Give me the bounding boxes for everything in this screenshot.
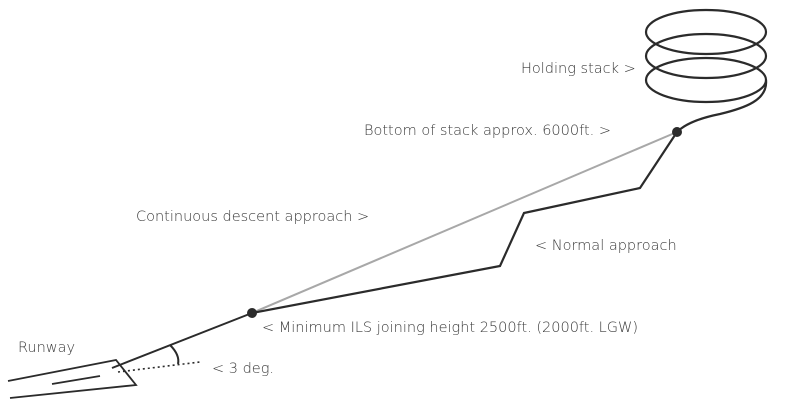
label: Runway <box>18 340 75 356</box>
holding-stack-coils <box>646 10 766 132</box>
angle-arc <box>170 345 178 364</box>
page: Holding stack > Bottom of stack approx. … <box>0 0 797 400</box>
runway-centerline <box>52 376 100 384</box>
final-approach <box>112 313 252 368</box>
stack-bottom-point <box>672 127 682 137</box>
coil <box>646 58 766 102</box>
coil <box>646 10 766 54</box>
label: Holding stack > <box>521 61 636 77</box>
diagram: Holding stack > Bottom of stack approx. … <box>0 0 797 400</box>
coil <box>646 34 766 78</box>
label: Continuous descent approach > <box>136 209 369 225</box>
label: < 3 deg. <box>212 361 274 377</box>
label: < Minimum ILS joining height 2500ft. (20… <box>262 320 638 336</box>
ground-reference <box>118 362 200 372</box>
stack-exit <box>677 80 766 132</box>
label: Bottom of stack approx. 6000ft. > <box>364 123 611 139</box>
label: < Normal approach <box>535 238 677 254</box>
ils-join-point <box>247 308 257 318</box>
